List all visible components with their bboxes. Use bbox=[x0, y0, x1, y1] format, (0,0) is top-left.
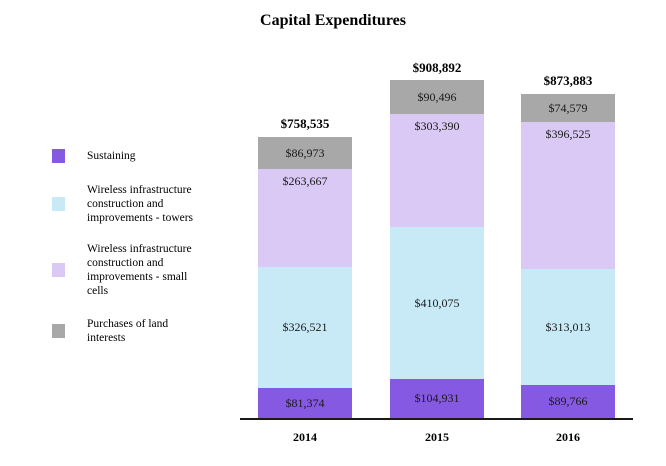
segment-value-label-land-2015: $90,496 bbox=[417, 89, 457, 104]
legend-item-towers: Wireless infrastructure construction and i… bbox=[52, 183, 193, 225]
bar-segment-land-2014: $86,973 bbox=[258, 137, 352, 169]
segment-value-label-sustaining-2015: $104,931 bbox=[414, 391, 460, 405]
bar-segment-small_cells-2014: $263,667 bbox=[258, 169, 352, 267]
chart-title: Capital Expenditures bbox=[260, 12, 406, 29]
legend-label-small_cells: Wireless infrastructure construction and i… bbox=[87, 243, 192, 297]
bar-segment-small_cells-2015: $303,390 bbox=[390, 114, 484, 227]
segment-value-label-towers-2015: $410,075 bbox=[414, 295, 460, 310]
bar-segment-land-2016: $74,579 bbox=[521, 94, 615, 122]
segment-value-label-towers-2014: $326,521 bbox=[282, 320, 328, 334]
legend-label-land: Purchases of land interests bbox=[87, 318, 169, 344]
bar-segment-sustaining-2015: $104,931 bbox=[390, 379, 484, 418]
legend-swatch-towers bbox=[52, 197, 65, 211]
bar-total-label-2014: $758,535 bbox=[280, 116, 330, 131]
x-axis-label-2016: 2016 bbox=[556, 430, 580, 444]
legend-label-towers: Wireless infrastructure construction and i… bbox=[87, 184, 194, 224]
x-axis-label-2014: 2014 bbox=[293, 430, 317, 444]
segment-value-label-sustaining-2014: $81,374 bbox=[285, 395, 325, 410]
legend-item-land: Purchases of land interests bbox=[52, 317, 168, 345]
bar-segment-towers-2016: $313,013 bbox=[521, 269, 615, 385]
segment-value-label-small_cells-2015: $303,390 bbox=[414, 119, 460, 133]
bar-segment-towers-2014: $326,521 bbox=[258, 267, 352, 388]
legend-label-sustaining: Sustaining bbox=[87, 150, 136, 162]
segment-value-label-land-2016: $74,579 bbox=[548, 100, 588, 115]
bar-segment-towers-2015: $410,075 bbox=[390, 227, 484, 379]
bar-total-label-2016: $873,883 bbox=[543, 73, 593, 88]
stacked-bar-2016: $74,579 $396,525 $313,013 $89,766 bbox=[521, 94, 615, 418]
segment-value-label-towers-2016: $313,013 bbox=[545, 319, 591, 334]
segment-value-label-land-2014: $86,973 bbox=[285, 145, 325, 160]
segment-value-label-small_cells-2016: $396,525 bbox=[545, 127, 591, 141]
bar-segment-land-2015: $90,496 bbox=[390, 80, 484, 114]
bar-total-label-2015: $908,892 bbox=[412, 60, 462, 75]
x-axis-line bbox=[240, 418, 633, 420]
bar-segment-small_cells-2016: $396,525 bbox=[521, 122, 615, 269]
bar-segment-sustaining-2014: $81,374 bbox=[258, 388, 352, 418]
segment-value-label-small_cells-2014: $263,667 bbox=[282, 174, 328, 188]
legend-item-sustaining: Sustaining bbox=[52, 149, 136, 163]
stacked-bar-2015: $90,496 $303,390 $410,075 $104,931 bbox=[390, 80, 484, 418]
legend-swatch-sustaining bbox=[52, 149, 65, 163]
legend-item-small_cells: Wireless infrastructure construction and i… bbox=[52, 242, 192, 298]
stacked-bar-2014: $86,973 $263,667 $326,521 $81,374 bbox=[258, 137, 352, 418]
legend-swatch-land bbox=[52, 324, 65, 338]
x-axis-label-2015: 2015 bbox=[425, 430, 449, 444]
legend-swatch-small_cells bbox=[52, 263, 65, 277]
segment-value-label-sustaining-2016: $89,766 bbox=[548, 394, 588, 408]
bar-segment-sustaining-2016: $89,766 bbox=[521, 385, 615, 418]
